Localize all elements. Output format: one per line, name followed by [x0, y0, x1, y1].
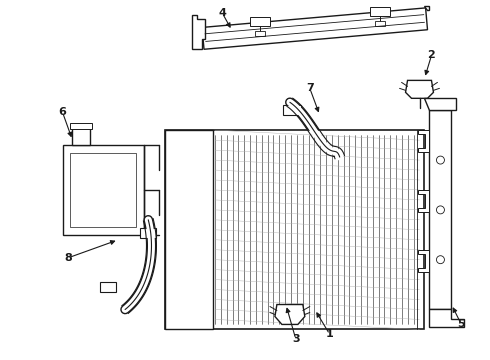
Bar — [73, 127, 91, 145]
Polygon shape — [417, 190, 429, 212]
Text: 2: 2 — [428, 50, 435, 60]
Polygon shape — [424, 98, 456, 110]
Bar — [250, 17, 270, 26]
Bar — [165, 130, 424, 329]
Polygon shape — [424, 6, 429, 10]
Bar — [100, 282, 116, 292]
Circle shape — [437, 206, 444, 214]
Bar — [255, 31, 265, 36]
Bar — [165, 130, 213, 329]
Polygon shape — [202, 8, 427, 49]
Text: 7: 7 — [306, 84, 314, 93]
Text: 6: 6 — [59, 107, 67, 117]
Polygon shape — [275, 305, 305, 324]
Polygon shape — [192, 15, 205, 49]
Bar — [140, 228, 156, 238]
Text: 5: 5 — [458, 319, 465, 329]
Polygon shape — [417, 130, 429, 152]
Circle shape — [437, 156, 444, 164]
Text: 4: 4 — [218, 8, 226, 18]
Bar — [71, 123, 93, 129]
Bar — [71, 153, 136, 227]
Bar — [338, 158, 356, 168]
Bar — [369, 7, 390, 15]
Bar — [375, 21, 385, 26]
Text: 8: 8 — [65, 253, 73, 263]
Text: 1: 1 — [326, 329, 334, 339]
Bar — [283, 105, 301, 115]
Polygon shape — [417, 250, 429, 272]
Bar — [63, 145, 144, 235]
Text: 3: 3 — [292, 334, 300, 345]
Polygon shape — [406, 80, 434, 98]
Bar — [429, 110, 451, 310]
Polygon shape — [429, 310, 465, 328]
Circle shape — [437, 256, 444, 264]
